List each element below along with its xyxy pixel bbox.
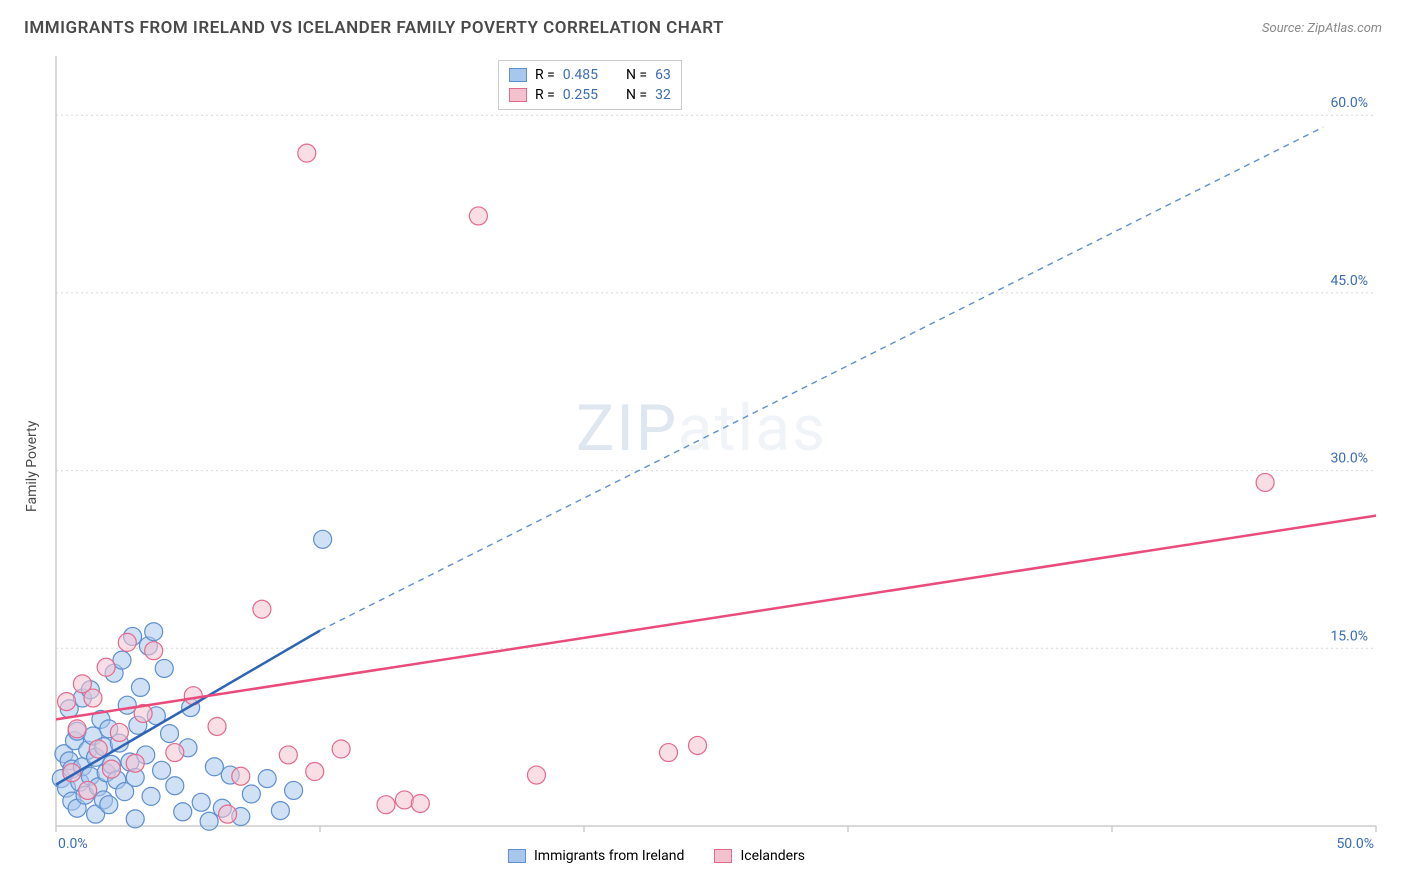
stat-n-label: N =: [626, 65, 647, 85]
data-point: [174, 803, 192, 821]
data-point: [68, 720, 86, 738]
data-point: [166, 777, 184, 795]
data-point: [58, 693, 76, 711]
legend-series-item: Icelanders: [714, 848, 805, 864]
legend-stats-row: R = 0.485 N = 63: [509, 65, 671, 85]
data-point: [142, 787, 160, 805]
data-point: [118, 696, 136, 714]
data-point: [102, 760, 120, 778]
stat-n-label: N =: [626, 85, 647, 105]
y-tick-label: 30.0%: [1330, 451, 1368, 467]
data-point: [126, 810, 144, 828]
data-point: [271, 802, 289, 820]
stat-r-value: 0.255: [563, 85, 598, 105]
stat-n-value: 32: [655, 85, 671, 105]
data-point: [205, 758, 223, 776]
data-point: [145, 623, 163, 641]
data-point: [242, 785, 260, 803]
data-point: [279, 746, 297, 764]
data-point: [126, 754, 144, 772]
data-point: [253, 600, 271, 618]
legend-swatch: [508, 849, 526, 863]
data-point: [219, 805, 237, 823]
data-point: [161, 725, 179, 743]
legend-stats: R = 0.485 N = 63 R = 0.255 N = 32: [498, 60, 682, 110]
legend-series-item: Immigrants from Ireland: [508, 848, 684, 864]
data-point: [155, 659, 173, 677]
data-point: [377, 796, 395, 814]
data-point: [395, 791, 413, 809]
stat-r-label: R =: [535, 65, 555, 85]
data-point: [79, 781, 97, 799]
data-point: [192, 793, 210, 811]
data-point: [118, 633, 136, 651]
data-point: [166, 744, 184, 762]
legend-series-label: Immigrants from Ireland: [534, 848, 684, 864]
data-point: [232, 767, 250, 785]
x-tick-label: 50.0%: [1336, 836, 1374, 852]
y-tick-label: 45.0%: [1330, 273, 1368, 289]
data-point: [469, 207, 487, 225]
legend-stats-row: R = 0.255 N = 32: [509, 85, 671, 105]
legend-series-label: Icelanders: [740, 848, 805, 864]
x-tick-label: 0.0%: [58, 836, 88, 852]
data-point: [659, 744, 677, 762]
data-point: [314, 530, 332, 548]
data-point: [285, 781, 303, 799]
stat-r-label: R =: [535, 85, 555, 105]
data-point: [332, 740, 350, 758]
data-point: [100, 796, 118, 814]
data-point: [298, 144, 316, 162]
legend-swatch: [509, 88, 527, 102]
data-point: [131, 678, 149, 696]
y-tick-label: 15.0%: [1330, 628, 1368, 644]
data-point: [527, 766, 545, 784]
stat-r-value: 0.485: [563, 65, 598, 85]
data-point: [411, 794, 429, 812]
data-point: [306, 763, 324, 781]
scatter-chart: 15.0% 30.0% 45.0% 60.0% 0.0% 50.0%: [0, 0, 1406, 892]
data-point: [689, 736, 707, 754]
data-point: [258, 770, 276, 788]
y-tick-label: 60.0%: [1330, 95, 1368, 111]
data-point: [200, 812, 218, 830]
data-point: [145, 642, 163, 660]
legend-series: Immigrants from Ireland Icelanders: [508, 848, 805, 864]
legend-swatch: [509, 68, 527, 82]
data-point: [153, 761, 171, 779]
legend-swatch: [714, 849, 732, 863]
data-point: [110, 723, 128, 741]
stat-n-value: 63: [655, 65, 671, 85]
data-point: [97, 658, 115, 676]
data-point: [208, 717, 226, 735]
data-point: [84, 689, 102, 707]
data-point: [1256, 473, 1274, 491]
